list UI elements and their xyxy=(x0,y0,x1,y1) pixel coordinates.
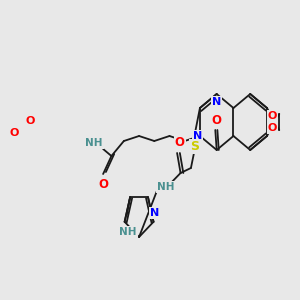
Text: N: N xyxy=(150,208,160,218)
Text: O: O xyxy=(268,111,277,121)
Text: O: O xyxy=(10,128,19,139)
Text: N: N xyxy=(212,97,221,107)
Text: S: S xyxy=(190,140,199,152)
Text: O: O xyxy=(26,116,35,126)
Text: NH: NH xyxy=(119,227,137,237)
Text: NH: NH xyxy=(85,138,103,148)
Text: O: O xyxy=(211,113,221,127)
Text: N: N xyxy=(193,131,203,141)
Text: O: O xyxy=(98,178,108,190)
Text: NH: NH xyxy=(157,182,174,192)
Text: O: O xyxy=(175,136,185,149)
Text: O: O xyxy=(268,123,277,133)
